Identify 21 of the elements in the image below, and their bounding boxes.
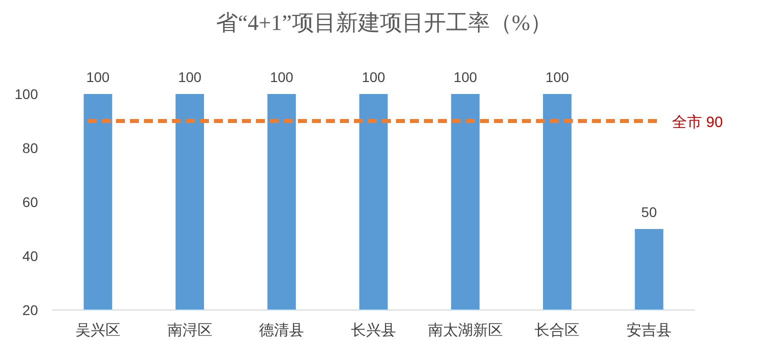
chart-title: 省“4+1”项目新建项目开工率（%） bbox=[216, 10, 552, 35]
x-tick-label: 南浔区 bbox=[167, 322, 212, 339]
x-tick-label: 长合区 bbox=[534, 322, 580, 339]
data-label: 100 bbox=[178, 69, 202, 85]
data-label: 50 bbox=[641, 204, 658, 220]
data-label: 100 bbox=[270, 69, 294, 85]
y-tick-label: 20 bbox=[22, 302, 38, 318]
y-tick-label: 60 bbox=[22, 194, 38, 210]
ref-line-label: 全市 90 bbox=[672, 114, 723, 131]
y-tick-label: 100 bbox=[14, 86, 38, 102]
data-label: 100 bbox=[454, 69, 478, 85]
x-tick-label: 德清县 bbox=[259, 322, 304, 339]
x-tick-label: 安吉县 bbox=[626, 322, 672, 339]
data-label: 100 bbox=[362, 69, 386, 85]
x-tick-label: 长兴县 bbox=[351, 322, 396, 339]
data-label: 100 bbox=[86, 69, 110, 85]
data-label: 100 bbox=[546, 69, 570, 85]
y-tick-label: 40 bbox=[22, 248, 38, 264]
x-tick-label: 吴兴区 bbox=[75, 322, 120, 339]
y-tick-label: 80 bbox=[22, 140, 38, 156]
x-tick-label: 南太湖新区 bbox=[428, 322, 503, 339]
